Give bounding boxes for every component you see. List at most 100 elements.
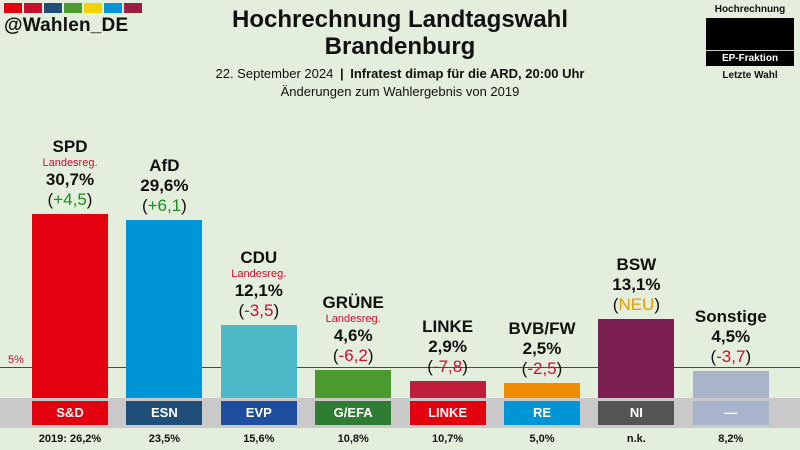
paren-open: ( xyxy=(332,346,339,366)
change-value: -3,7 xyxy=(716,347,746,366)
change-label: (-7,8) xyxy=(388,357,508,377)
change-label: (+4,5) xyxy=(10,190,130,210)
paren-close: ) xyxy=(654,295,661,315)
fraction-strip xyxy=(0,398,800,428)
label-gr-ne: GRÜNE Landesreg. 4,6% (-6,2) xyxy=(293,293,413,366)
header: Hochrechnung Landtagswahl Brandenburg 22… xyxy=(150,6,650,100)
brand-stripe xyxy=(124,3,142,13)
last-election-afd: 23,5% xyxy=(148,433,180,445)
bar-bsw xyxy=(598,319,675,398)
last-election-spd: 2019: 26,2% xyxy=(38,433,102,445)
threshold-label: 5% xyxy=(8,354,24,366)
value-label: 29,6% xyxy=(140,176,189,196)
paren-close: ) xyxy=(462,356,468,376)
government-badge: Landesreg. xyxy=(42,156,98,169)
government-badge: Landesreg. xyxy=(231,268,287,281)
bar-cdu xyxy=(220,325,297,398)
change-label: (-3,7) xyxy=(671,347,791,367)
bar-gr-ne xyxy=(315,370,392,398)
change-value: -2,5 xyxy=(527,359,557,378)
last-election-linke: 10,7% xyxy=(431,433,464,445)
ep-fraction-spd: S&D xyxy=(32,401,108,425)
legend-top-label: Hochrechnung xyxy=(714,4,786,15)
brand-stripe xyxy=(84,3,102,13)
title-line2: Brandenburg xyxy=(324,33,476,60)
change-label: (NEU) xyxy=(576,295,696,315)
ep-fraction-bvb-fw: RE xyxy=(504,401,580,425)
date: 22. September 2024 xyxy=(215,66,334,81)
bar-bvb-fw xyxy=(504,383,580,398)
ep-fraction-afd: ESN xyxy=(126,401,203,425)
party-name: LINKE xyxy=(422,316,474,336)
legend: Hochrechnung EP-Fraktion Letzte Wahl xyxy=(706,3,794,81)
brand-stripe xyxy=(4,3,22,13)
label-cdu: CDU Landesreg. 12,1% (-3,5) xyxy=(199,248,319,321)
label-afd: AfD 29,6% (+6,1) xyxy=(104,156,224,216)
government-badge: Landesreg. xyxy=(325,313,381,326)
change-value: -3,5 xyxy=(244,301,274,321)
title-line1: Hochrechnung Landtagswahl xyxy=(231,6,569,33)
paren-open: ( xyxy=(612,295,619,315)
brand-stripes xyxy=(4,3,142,13)
brand-name: @Wahlen_DE xyxy=(4,15,129,36)
last-election-bsw: n.k. xyxy=(626,433,646,445)
paren-open: ( xyxy=(47,189,54,209)
paren-open: ( xyxy=(238,301,245,321)
paren-open: ( xyxy=(427,356,433,376)
brand-stripe xyxy=(64,3,82,13)
separator: | xyxy=(339,66,344,81)
change-value: -6,2 xyxy=(338,346,368,366)
party-name: CDU xyxy=(240,248,278,268)
ep-fraction-bsw: NI xyxy=(598,401,675,425)
ep-fraction-cdu: EVP xyxy=(220,401,297,425)
paren-close: ) xyxy=(367,346,374,366)
change-value: -7,8 xyxy=(432,356,463,376)
ep-fraction-sonstige: — xyxy=(692,401,769,425)
change-label: (-3,5) xyxy=(199,301,319,321)
last-election-sonstige: 8,2% xyxy=(718,433,744,445)
value-label: 13,1% xyxy=(612,275,661,295)
bar-sonstige xyxy=(692,371,769,398)
bar-afd xyxy=(126,220,203,398)
value-label: 2,9% xyxy=(428,336,467,356)
last-election-cdu: 15,6% xyxy=(243,433,275,445)
bar-spd xyxy=(32,213,108,398)
paren-close: ) xyxy=(273,301,280,321)
paren-close: ) xyxy=(181,196,187,216)
label-bvb-fw: BVB/FW 2,5% (-2,5) xyxy=(482,319,602,379)
label-linke: LINKE 2,9% (-7,8) xyxy=(388,317,508,377)
value-label: 12,1% xyxy=(234,281,283,301)
value-label: 30,7% xyxy=(45,169,95,189)
party-name: SPD xyxy=(52,136,88,156)
party-name: BSW xyxy=(616,255,657,275)
change-label: (+6,1) xyxy=(104,196,224,216)
paren-close: ) xyxy=(745,347,752,366)
last-election-bvb-fw: 5,0% xyxy=(529,433,555,445)
party-name: BVB/FW xyxy=(508,319,576,338)
legend-middle-label: EP-Fraktion xyxy=(706,50,794,66)
paren-open: ( xyxy=(710,347,717,366)
value-label: 4,6% xyxy=(333,326,373,346)
paren-close: ) xyxy=(556,359,563,378)
paren-close: ) xyxy=(86,189,93,209)
threshold-line xyxy=(0,367,800,368)
subtitle: 22. September 2024 | Infratest dimap für… xyxy=(150,66,650,82)
brand-stripe xyxy=(24,3,42,13)
change-value: +4,5 xyxy=(53,189,87,209)
label-sonstige: Sonstige 4,5% (-3,7) xyxy=(671,307,791,367)
bar-linke xyxy=(409,380,486,398)
value-label: 4,5% xyxy=(711,327,751,346)
party-name: AfD xyxy=(149,156,180,176)
paren-open: ( xyxy=(521,359,528,378)
change-value: NEU xyxy=(618,295,655,315)
legend-box: EP-Fraktion xyxy=(706,18,794,66)
change-label: (-2,5) xyxy=(482,359,602,379)
value-label: 2,5% xyxy=(522,339,562,358)
legend-bottom-label: Letzte Wahl xyxy=(722,70,778,81)
note: Änderungen zum Wahlergebnis von 2019 xyxy=(280,84,520,99)
ep-fraction-gr-ne: G/EFA xyxy=(315,401,392,425)
label-bsw: BSW 13,1% (NEU) xyxy=(576,255,696,315)
brand-stripe xyxy=(104,3,122,13)
change-value: +6,1 xyxy=(147,196,182,216)
